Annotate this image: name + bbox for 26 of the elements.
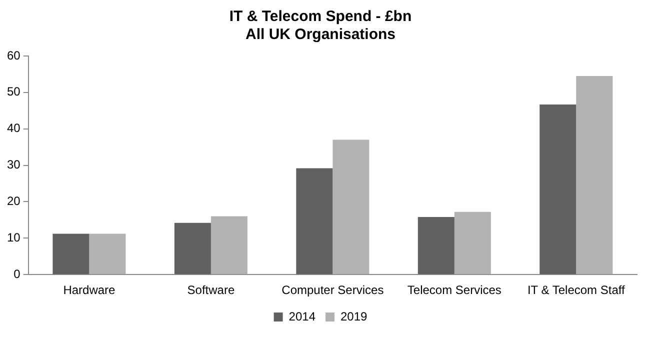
bar <box>296 168 333 274</box>
text: All UK Organisations <box>245 26 396 44</box>
x-tick-label: Hardware <box>63 283 116 298</box>
y-tick-label: 30 <box>6 158 21 172</box>
y-tick-label: 0 <box>14 266 21 281</box>
y-tick-label: 60 <box>6 48 21 62</box>
bar <box>89 234 126 274</box>
x-tick-label: Computer Services <box>282 283 384 298</box>
x-tick-label: Software <box>187 283 235 298</box>
bar <box>576 76 613 274</box>
legend-label: 2014 <box>288 309 316 324</box>
x-tick-label: Telecom Services <box>407 283 502 298</box>
bar <box>210 216 248 274</box>
bar <box>52 234 90 274</box>
bar <box>418 217 454 274</box>
bar <box>540 104 576 274</box>
bar <box>454 212 491 274</box>
y-tick-label: 50 <box>6 84 21 99</box>
bar <box>174 222 211 274</box>
x-tick-label: IT & Telecom Staff <box>527 283 626 298</box>
text: IT & Telecom Spend - £bn <box>229 8 412 26</box>
y-tick-label: 10 <box>6 230 21 244</box>
y-tick-label: 40 <box>6 121 21 136</box>
y-tick-label: 20 <box>6 194 21 208</box>
bar <box>332 140 370 274</box>
legend-label: 2019 <box>340 309 368 324</box>
